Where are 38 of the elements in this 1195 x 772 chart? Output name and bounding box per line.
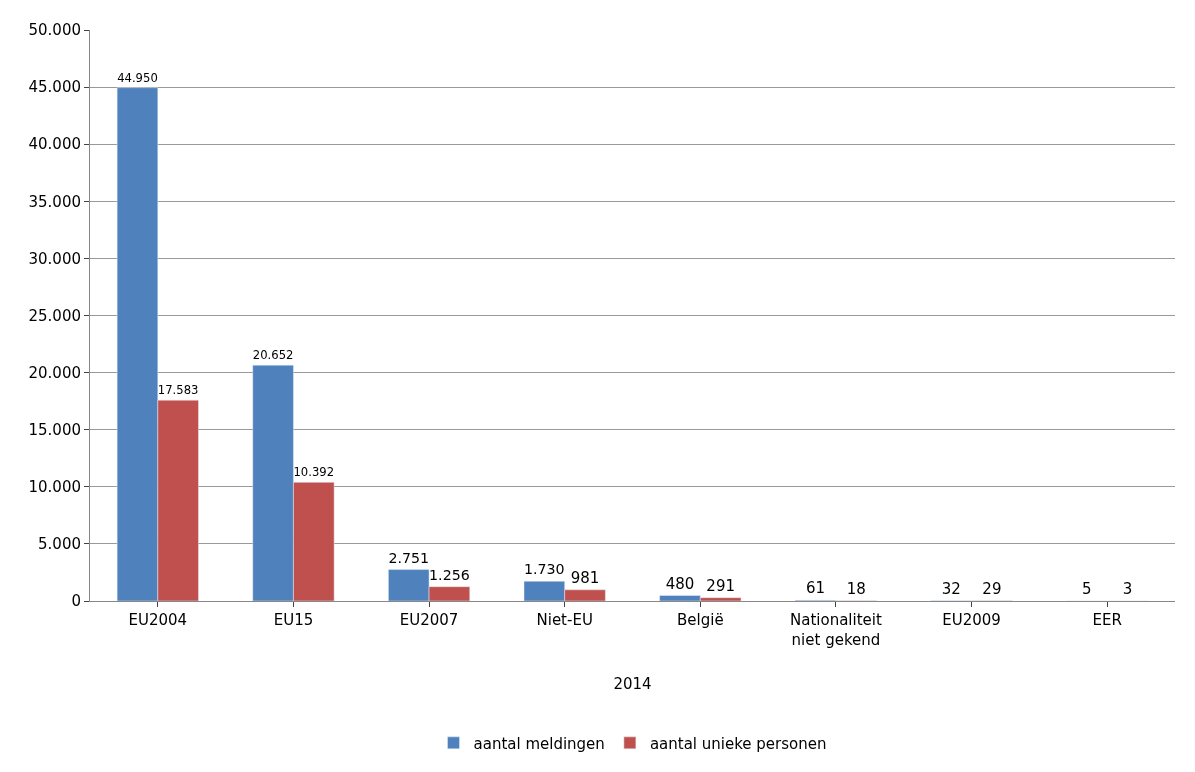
legend-label: aantal meldingen	[473, 734, 605, 753]
data-label: 5	[1082, 579, 1092, 598]
y-tick-label: 15.000	[28, 420, 81, 439]
data-label: 61	[806, 579, 826, 598]
x-tick-label: EER	[1092, 611, 1122, 629]
x-tick-label: België	[677, 611, 724, 629]
data-label: 17.583	[157, 383, 199, 398]
data-label: 2.751	[388, 549, 430, 566]
data-label: 3	[1122, 579, 1133, 598]
data-label: 291	[706, 576, 735, 595]
y-tick-label: 25.000	[28, 306, 81, 325]
data-label: 981	[570, 568, 600, 587]
data-label: 44.950	[117, 70, 158, 85]
y-tick-label: 20.000	[28, 363, 81, 382]
y-tick-label: 0	[71, 592, 81, 611]
data-label: 1.730	[524, 561, 565, 578]
x-axis-title: 2014	[613, 674, 652, 693]
data-label: 20.652	[252, 348, 294, 363]
data-label: 10.392	[293, 465, 335, 480]
x-tick-label: EU2009	[942, 611, 1001, 629]
legend-label: aantal unieke personen	[649, 734, 827, 753]
y-tick-label: 30.000	[28, 249, 81, 268]
x-tick-label: Nationaliteit niet gekend	[790, 611, 882, 649]
data-label: 1.256	[429, 566, 470, 583]
y-tick-label: 50.000	[28, 21, 81, 40]
y-tick-label: 40.000	[28, 135, 81, 154]
data-label: 480	[665, 574, 695, 593]
y-tick-label: 5.000	[38, 535, 81, 554]
y-tick-label: 10.000	[28, 478, 81, 497]
x-tick-label: EU2007	[399, 611, 459, 629]
y-tick-label: 35.000	[28, 192, 81, 211]
x-tick-label: EU2004	[128, 611, 188, 629]
data-label: 29	[982, 579, 1002, 598]
x-tick-label: EU15	[273, 611, 314, 629]
y-tick-label: 45.000	[28, 78, 81, 97]
x-tick-label: Niet-EU	[536, 611, 593, 629]
data-label: 18	[846, 579, 866, 598]
data-label: 32	[941, 579, 961, 598]
